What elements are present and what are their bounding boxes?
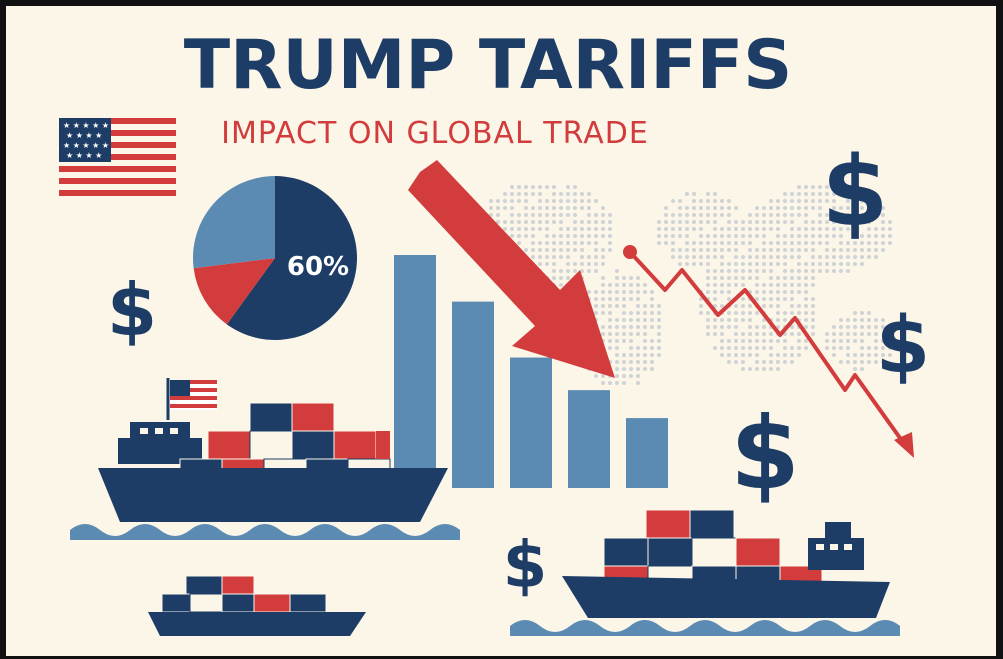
svg-text:★ ★ ★ ★: ★ ★ ★ ★ [66,151,102,160]
cargo-ship-large-left [98,378,448,522]
ocean-waves [70,524,460,540]
ocean-waves [510,620,900,636]
page-subtitle: IMPACT ON GLOBAL TRADE [221,116,649,151]
us-flag-icon: ★ ★ ★ ★ ★ ★ ★ ★ ★ ★ ★ ★ ★ ★ ★ ★ ★ ★ [59,118,176,196]
bar [452,301,494,488]
pie-chart [193,175,357,341]
bar [510,357,552,488]
dollar-sign-icon: $ [107,268,157,352]
world-map-dots [475,185,892,385]
bar [394,255,436,488]
pie-slice-light [193,175,275,269]
cargo-ship-small [148,575,366,636]
us-flag-icon [170,380,217,410]
svg-text:★ ★ ★ ★: ★ ★ ★ ★ [66,131,102,140]
pie-slice-navy [226,176,357,341]
bar [568,390,610,488]
bar [626,418,668,488]
declining-bar-chart [394,255,668,488]
pie-slice-red [193,258,275,325]
dollar-sign-icon: $ [503,529,548,603]
pie-percent-label: 60% [287,252,349,282]
big-down-arrow-icon [408,160,615,378]
dollar-sign-icon: $ [822,136,889,248]
decline-trend-line [623,245,914,458]
cargo-ship-large-right [562,509,890,618]
dollar-sign-icon: $ [730,395,800,512]
svg-text:★ ★ ★ ★ ★: ★ ★ ★ ★ ★ [63,121,109,130]
dollar-sign-icon: $ [876,301,930,391]
svg-text:★ ★ ★ ★ ★: ★ ★ ★ ★ ★ [63,141,109,150]
page-title: TRUMP TARIFFS [184,26,792,105]
